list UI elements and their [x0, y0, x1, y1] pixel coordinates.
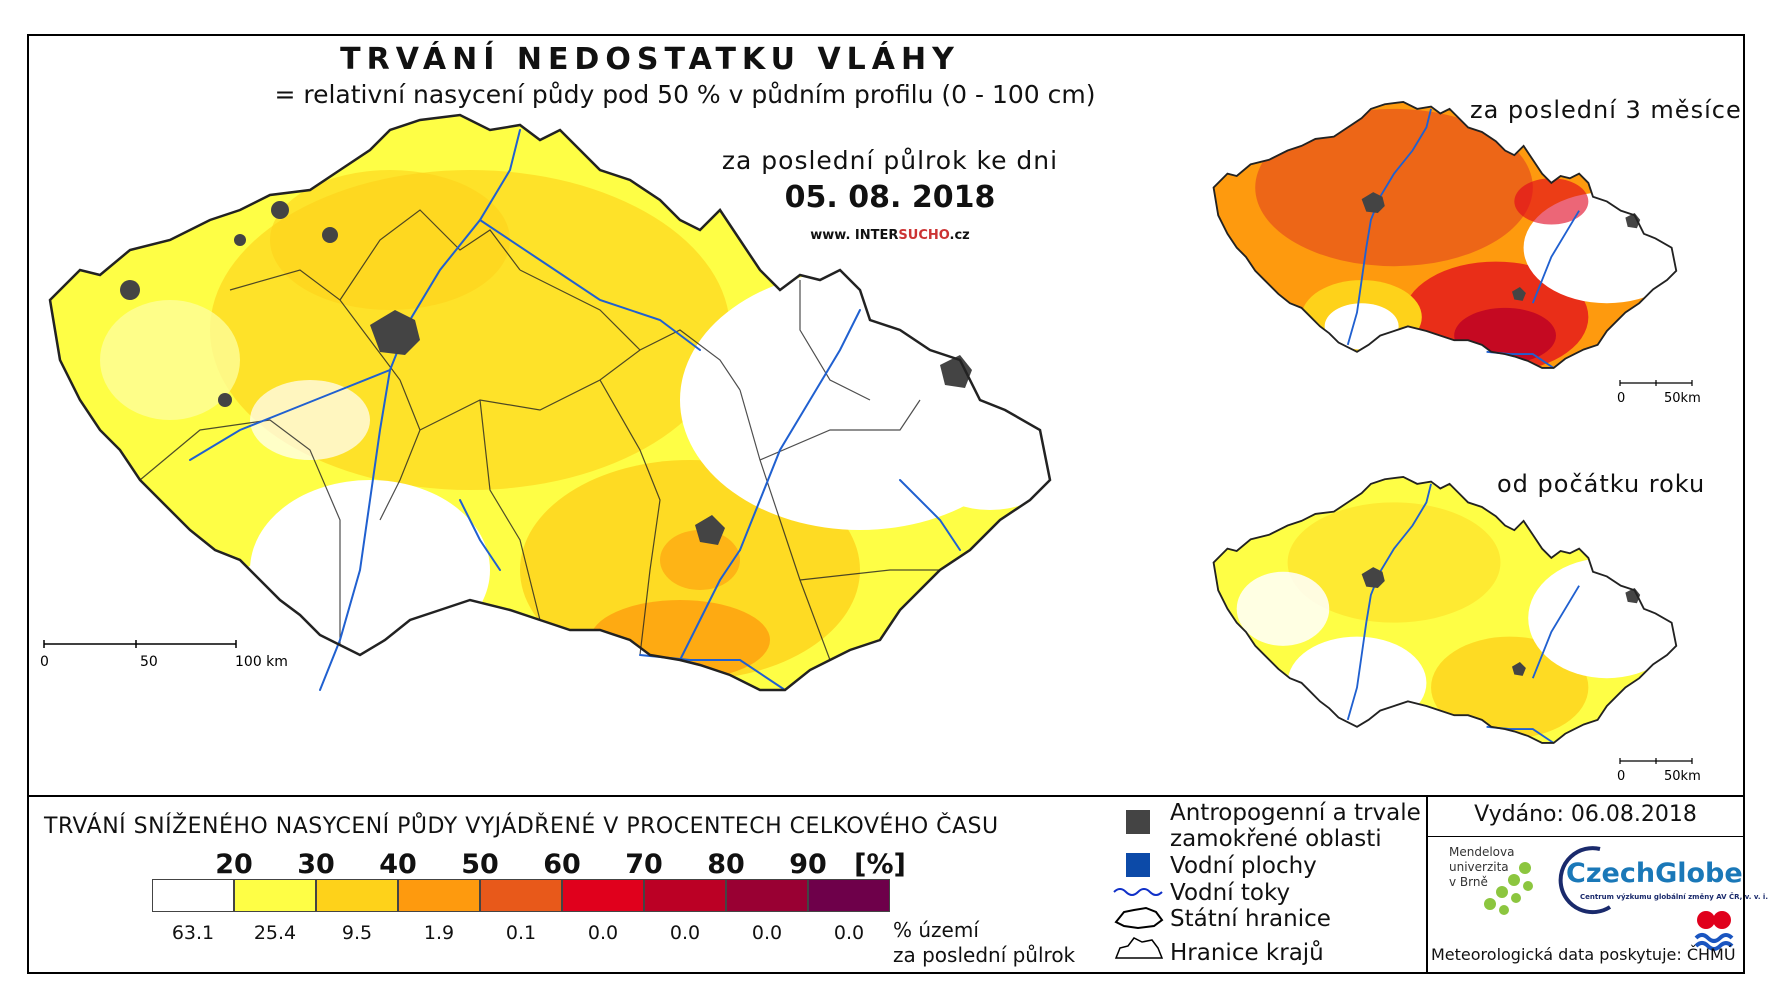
legend-threshold-label: 40: [379, 849, 417, 880]
legend-class-swatch: [152, 879, 234, 912]
legend-threshold-label: 90: [789, 849, 827, 880]
legend-class-swatch: [562, 879, 644, 912]
czechglobe-logo: CzechGlobe: [1566, 858, 1743, 889]
inset-top-scale: 0 50km: [1617, 380, 1701, 406]
water-body-icon: [1126, 853, 1150, 877]
inset-top-title: za poslední 3 měsíce: [1470, 96, 1742, 124]
river-icon: [1113, 888, 1163, 896]
legend-class-percentage: 0.0: [751, 922, 783, 944]
website-suffix: .cz: [949, 228, 970, 243]
map-subtitle: = relativní nasycení půdy pod 50 % v půd…: [274, 80, 1096, 109]
legend-class-percentage: 0.0: [833, 922, 865, 944]
inset-top-scale-0: 0: [1617, 391, 1625, 406]
issued-date: Vydáno: 06.08.2018: [1474, 802, 1697, 827]
legend-threshold-label: [%]: [854, 849, 906, 880]
main-map: 0 50 100 km: [40, 113, 1052, 692]
inset-map-year: [1212, 475, 1678, 744]
pct-note-line2: za poslední půlrok: [893, 943, 1076, 967]
legend-class-percentage: 9.5: [341, 922, 373, 944]
inset-bottom-scale-0: 0: [1617, 769, 1625, 784]
legend-class-swatch: [398, 879, 480, 912]
inset-top-scale-50: 50km: [1664, 391, 1701, 406]
period-label: za poslední půlrok ke dni: [721, 146, 1059, 175]
pct-note-line1: % území: [893, 918, 979, 942]
state-border-icon: [1114, 906, 1164, 930]
legend-class-percentage: 25.4: [253, 922, 297, 944]
legend-class-swatch: [644, 879, 726, 912]
issued-divider: [1426, 836, 1745, 837]
inset-bottom-scale: 0 50km: [1617, 758, 1701, 784]
legend-threshold-label: 80: [707, 849, 745, 880]
state-border-label: Státní hranice: [1170, 906, 1331, 932]
legend-class-percentage: 0.0: [587, 922, 619, 944]
inset-bottom-scale-50: 50km: [1664, 769, 1701, 784]
map-title: TRVÁNÍ NEDOSTATKU VLÁHY: [340, 42, 960, 77]
legend-panel: [27, 795, 1745, 974]
legend-class-swatch: [234, 879, 316, 912]
legend-class-percentage: 0.0: [669, 922, 701, 944]
main-scale-50: 50: [140, 654, 158, 670]
anthropogenic-icon: [1126, 810, 1150, 834]
legend-class-percentage: 0.1: [505, 922, 537, 944]
legend-class-swatch: [480, 879, 562, 912]
info-box: [1426, 795, 1745, 974]
region-border-icon: [1114, 937, 1164, 959]
pct-note: % území za poslední půlrok: [893, 918, 1075, 968]
legend-class-swatch: [316, 879, 398, 912]
chmu-logo-icon: [1694, 911, 1734, 951]
website-highlight: SUCHO: [898, 228, 950, 243]
river-label: Vodní toky: [1170, 880, 1291, 906]
anthropogenic-label: Antropogenní a trvale zamokřené oblasti: [1170, 800, 1421, 852]
website-link[interactable]: www. INTERSUCHO.cz: [700, 228, 1080, 243]
czechglobe-swoosh-icon: [1558, 846, 1612, 915]
main-scale-0: 0: [40, 654, 49, 670]
legend-threshold-label: 50: [461, 849, 499, 880]
inset-map-3-months: [1212, 100, 1678, 369]
meteo-data-credit: Meteorologická data poskytuje: ČHMÚ: [1431, 945, 1736, 964]
legend-threshold-label: 70: [625, 849, 663, 880]
legend-class-swatch: [808, 879, 890, 912]
date-label: 05. 08. 2018: [784, 180, 996, 215]
legend-threshold-label: 20: [215, 849, 253, 880]
legend-title: TRVÁNÍ SNÍŽENÉHO NASYCENÍ PŮDY VYJÁDŘENÉ…: [44, 814, 999, 839]
water-body-label: Vodní plochy: [1170, 853, 1317, 879]
czechglobe-subtitle: Centrum výzkumu globální změny AV ČR, v.…: [1580, 893, 1768, 901]
legend-threshold-label: 60: [543, 849, 581, 880]
legend-class-swatch: [726, 879, 808, 912]
main-scale-bar: [43, 640, 237, 648]
main-scale-100: 100 km: [235, 654, 288, 670]
legend-class-percentage: 1.9: [423, 922, 455, 944]
inset-bottom-title: od počátku roku: [1497, 470, 1706, 498]
region-border-label: Hranice krajů: [1170, 940, 1324, 966]
legend-threshold-label: 30: [297, 849, 335, 880]
website-prefix: www. INTER: [810, 228, 899, 243]
legend-class-percentage: 63.1: [171, 922, 215, 944]
mendel-dots-icon: [1484, 862, 1533, 915]
mendel-university-logo: Mendelova univerzita v Brně: [1449, 845, 1515, 889]
